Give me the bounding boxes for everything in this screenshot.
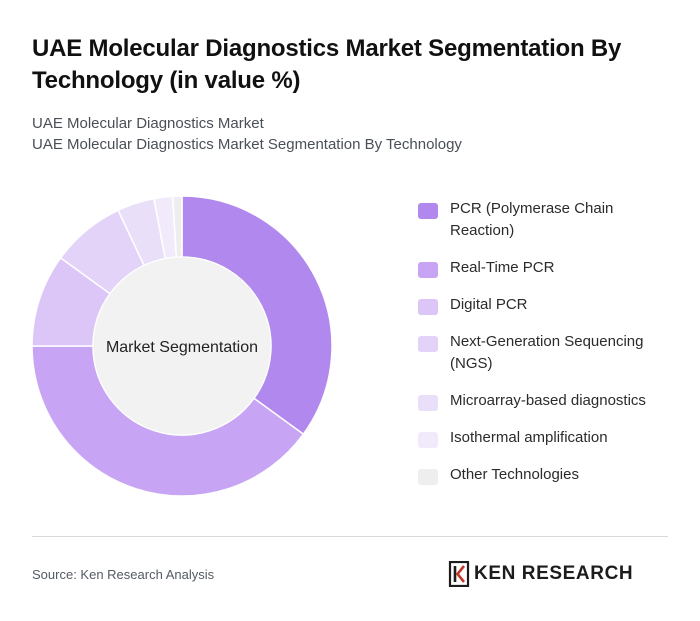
legend-label: Microarray-based diagnostics	[450, 392, 646, 409]
legend-item[interactable]: Microarray-based diagnostics	[418, 390, 678, 412]
legend-label: PCR (Polymerase Chain Reaction)	[450, 200, 614, 239]
legend-label: Other Technologies	[450, 466, 579, 483]
ken-research-logo: KEN RESEARCH	[448, 560, 633, 588]
legend-swatch	[418, 395, 438, 411]
chart-legend: PCR (Polymerase Chain Reaction) Real-Time…	[418, 198, 678, 501]
subtitle-segmentation: UAE Molecular Diagnostics Market Segment…	[32, 136, 462, 153]
legend-item[interactable]: Real-Time PCR	[418, 257, 678, 279]
donut-slice-2[interactable]	[31, 345, 305, 497]
subtitle-market: UAE Molecular Diagnostics Market	[32, 115, 264, 132]
donut-slice-1[interactable]	[181, 195, 333, 436]
legend-item[interactable]: Next-Generation Sequencing (NGS)	[418, 331, 678, 375]
legend-swatch	[418, 262, 438, 278]
footer-divider	[32, 536, 668, 537]
legend-swatch	[418, 432, 438, 448]
legend-item[interactable]: PCR (Polymerase Chain Reaction)	[418, 198, 678, 242]
logo-text: KEN RESEARCH	[474, 563, 634, 584]
subtitle-block: UAE Molecular Diagnostics Market UAE Mol…	[32, 113, 652, 155]
donut-slice-7[interactable]	[171, 195, 183, 258]
source-note: Source: Ken Research Analysis	[32, 567, 215, 582]
legend-swatch	[418, 336, 438, 352]
legend-label: Real-Time PCR	[450, 259, 555, 276]
legend-item[interactable]: Digital PCR	[418, 294, 678, 316]
legend-label: Isothermal amplification	[450, 429, 608, 446]
legend-item[interactable]: Other Technologies	[418, 464, 678, 486]
donut-center-label: Market Segmentation	[106, 339, 258, 356]
donut-chart-area: Market Segmentation	[0, 180, 380, 520]
donut-center	[93, 257, 271, 435]
legend-label: Next-Generation Sequencing (NGS)	[450, 333, 644, 372]
legend-swatch	[418, 469, 438, 485]
legend-label: Digital PCR	[450, 296, 528, 313]
legend-item[interactable]: Isothermal amplification	[418, 427, 678, 449]
legend-swatch	[418, 203, 438, 219]
ken-research-logo-icon	[448, 561, 470, 587]
chart-title: UAE Molecular Diagnostics Market Segment…	[32, 35, 622, 94]
legend-swatch	[418, 299, 438, 315]
donut-chart: Market Segmentation	[31, 195, 333, 497]
